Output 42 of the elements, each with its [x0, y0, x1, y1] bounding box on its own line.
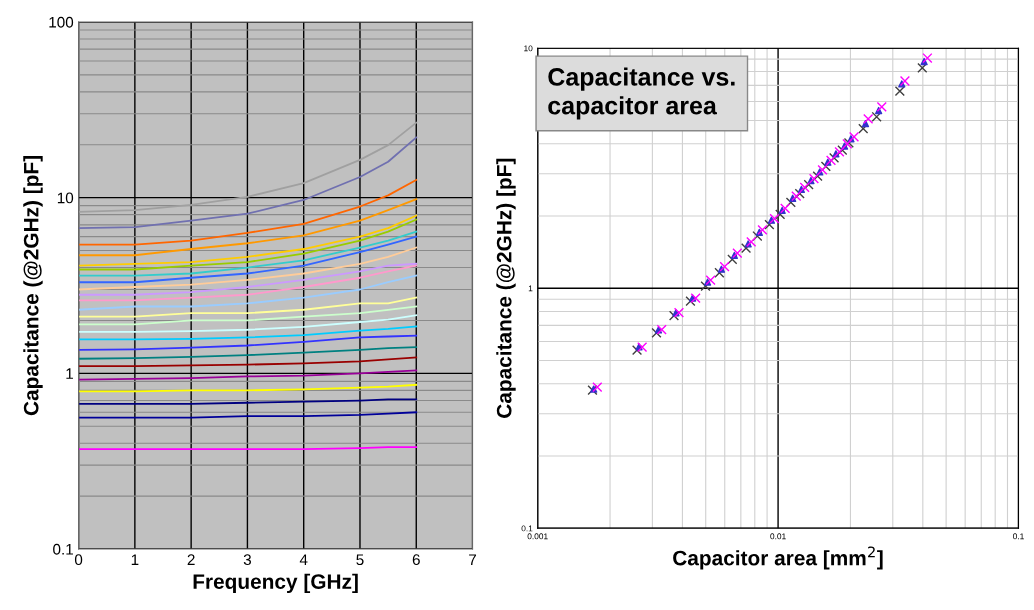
x-tick-label: 1	[131, 554, 139, 565]
y-tick-label: 100	[49, 16, 74, 28]
x-tick-label: 0.001	[527, 533, 548, 540]
line-series	[78, 198, 418, 257]
y-axis-title: Capacitance (@2GHz) [pF]	[23, 156, 43, 416]
text: Capacitance vs. capacitor area	[548, 67, 735, 120]
x-tick-label: 3	[243, 554, 251, 566]
y-tick-label: 1	[528, 285, 533, 292]
x-tick-label: 5	[356, 554, 364, 566]
y-tick-label: 0.1	[53, 543, 73, 555]
line-series	[78, 356, 418, 367]
x-tick-label: 4	[299, 554, 308, 565]
y-tick-label: 1	[66, 368, 73, 379]
line-series	[78, 136, 418, 230]
line-series	[78, 314, 418, 333]
line-series	[78, 246, 418, 291]
line-series	[78, 305, 418, 326]
line-series	[78, 369, 418, 381]
x-tick-label: 7	[469, 554, 477, 565]
x-tick-label: 0.1	[1013, 533, 1024, 540]
line-series	[78, 334, 418, 351]
x-axis-title: Frequency [GHz]	[193, 573, 358, 594]
line-series	[78, 296, 418, 318]
x-axis-title: Capacitor area [mm$^{2}$]	[673, 546, 883, 570]
line-series	[78, 274, 418, 311]
y-tick-label: 0.1	[521, 525, 533, 532]
line-series	[78, 325, 418, 341]
line-series	[78, 235, 418, 284]
line-series	[78, 383, 418, 393]
x-tick-label: 0.01	[770, 533, 786, 540]
y-tick-label: 10	[524, 45, 533, 52]
line-series	[78, 179, 418, 246]
x-tick-label: 2	[187, 554, 195, 565]
y-tick-label: 10	[57, 192, 74, 204]
x-tick-label: 0	[74, 554, 83, 566]
line-series	[78, 230, 418, 277]
y-axis-title: Capacitance (@2GHz) [pF]	[496, 158, 516, 418]
line-series	[78, 121, 418, 213]
line-series	[78, 264, 418, 302]
x-tick-label: 6	[412, 554, 420, 566]
line-series	[78, 262, 418, 296]
line-series	[78, 346, 418, 360]
